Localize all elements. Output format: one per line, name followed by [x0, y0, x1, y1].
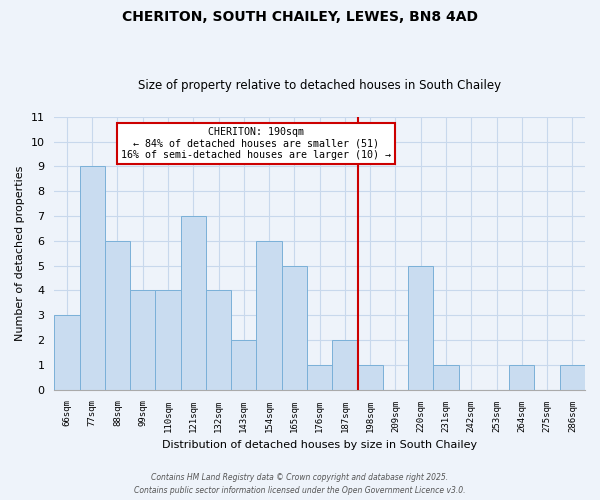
Bar [256, 241, 282, 390]
Bar [80, 166, 105, 390]
Bar [231, 340, 256, 390]
Bar [433, 365, 458, 390]
Bar [54, 316, 80, 390]
Bar [307, 365, 332, 390]
Y-axis label: Number of detached properties: Number of detached properties [15, 166, 25, 341]
Bar [560, 365, 585, 390]
Bar [408, 266, 433, 390]
Bar [105, 241, 130, 390]
Bar [130, 290, 155, 390]
Bar [332, 340, 358, 390]
X-axis label: Distribution of detached houses by size in South Chailey: Distribution of detached houses by size … [162, 440, 477, 450]
Bar [509, 365, 535, 390]
Text: Contains HM Land Registry data © Crown copyright and database right 2025.
Contai: Contains HM Land Registry data © Crown c… [134, 474, 466, 495]
Bar [282, 266, 307, 390]
Bar [155, 290, 181, 390]
Title: Size of property relative to detached houses in South Chailey: Size of property relative to detached ho… [138, 79, 501, 92]
Text: CHERITON, SOUTH CHAILEY, LEWES, BN8 4AD: CHERITON, SOUTH CHAILEY, LEWES, BN8 4AD [122, 10, 478, 24]
Text: CHERITON: 190sqm
← 84% of detached houses are smaller (51)
16% of semi-detached : CHERITON: 190sqm ← 84% of detached house… [121, 126, 391, 160]
Bar [181, 216, 206, 390]
Bar [358, 365, 383, 390]
Bar [206, 290, 231, 390]
